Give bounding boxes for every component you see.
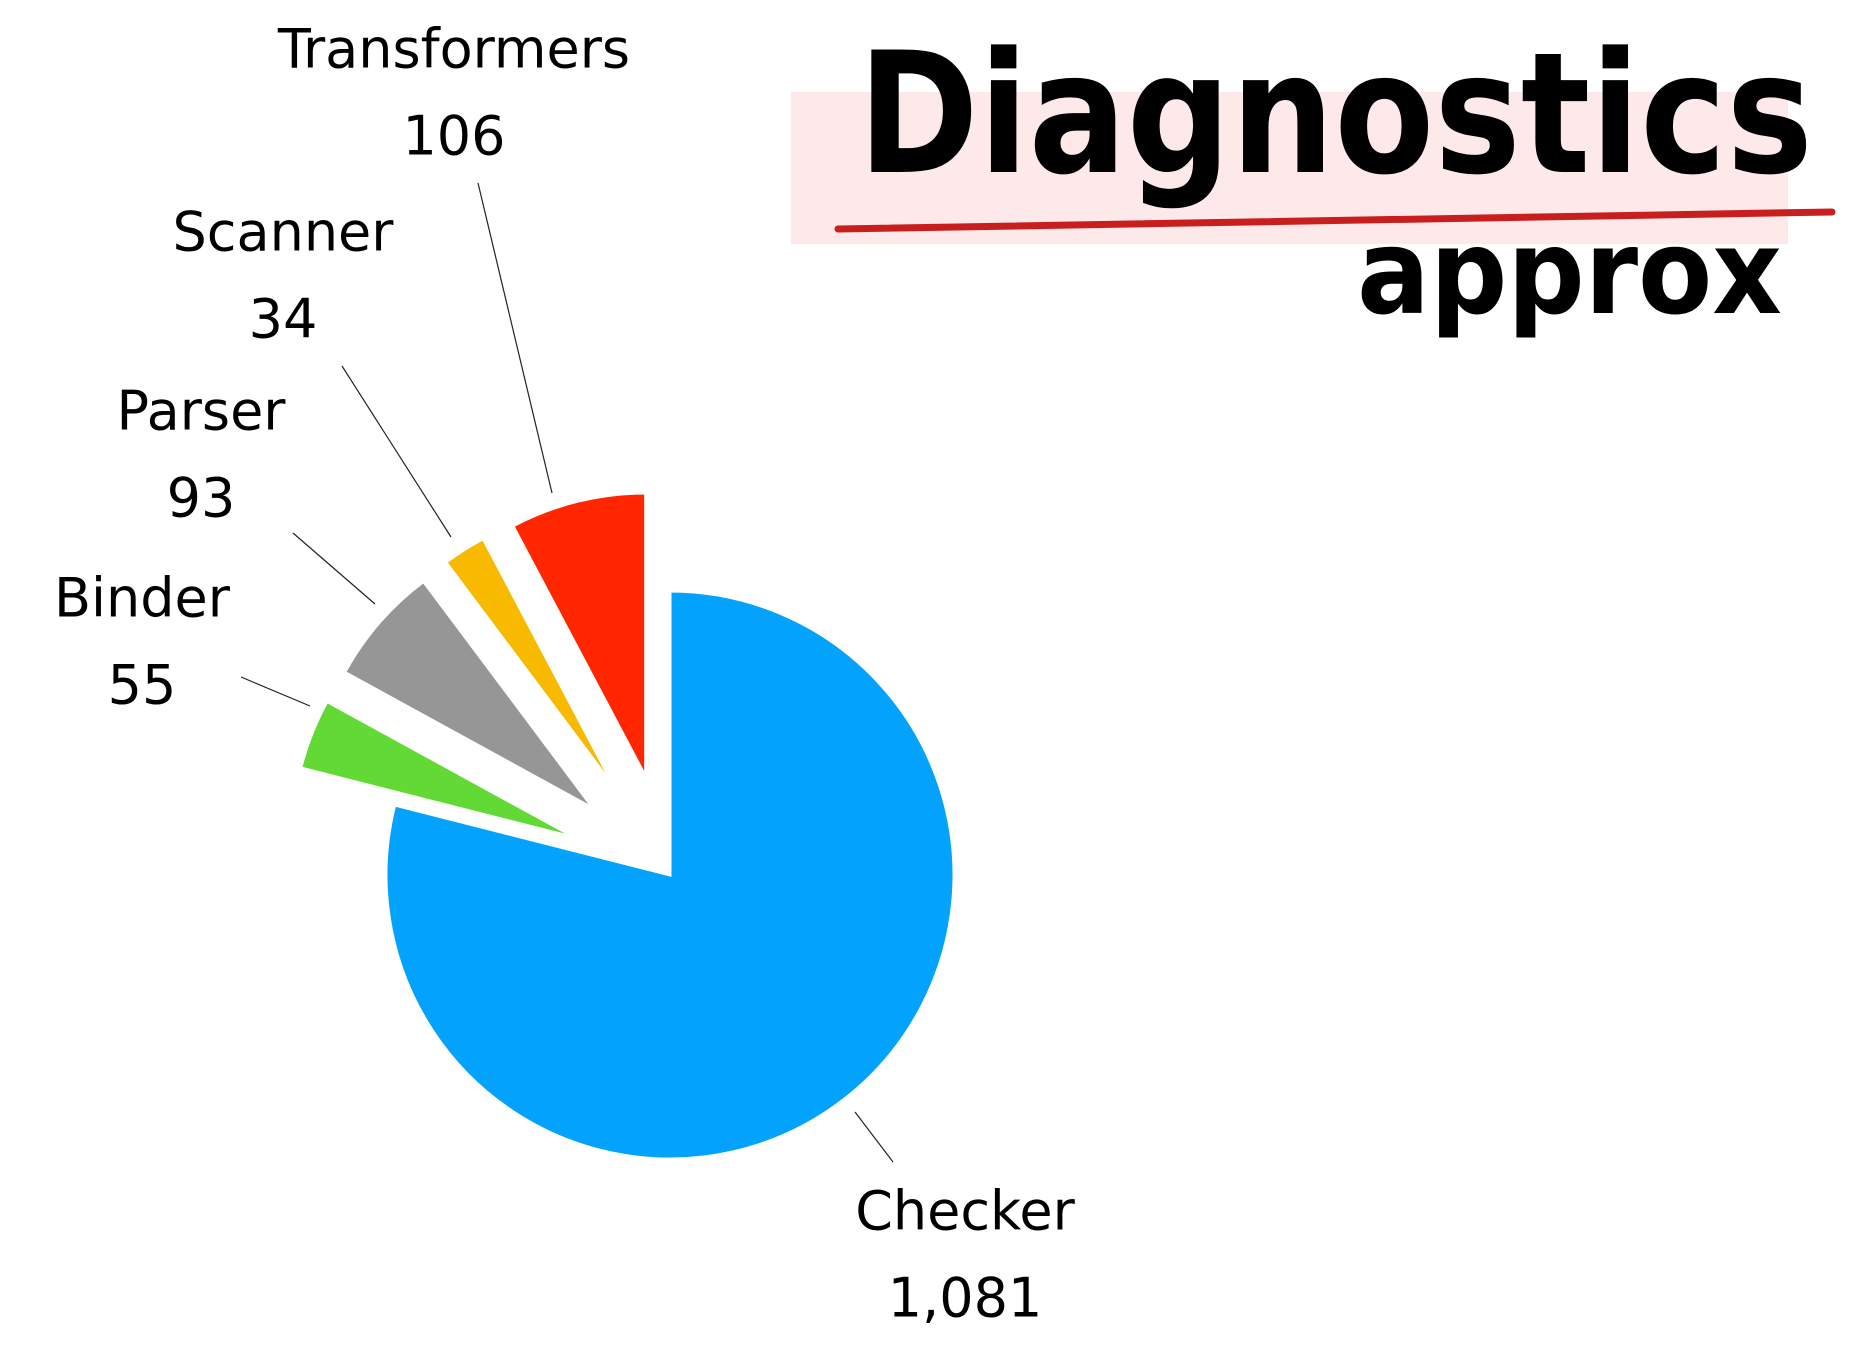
chart-title: Diagnostics [858, 16, 1813, 212]
pie-slice-binder [298, 699, 577, 840]
category-label-checker: Checker [855, 1180, 1075, 1243]
leader-line-transformers [477, 182, 553, 494]
leader-line-binder [240, 676, 311, 707]
value-label-transformers: 106 [402, 105, 505, 168]
leader-line-parser [292, 532, 376, 605]
category-label-transformers: Transformers [277, 18, 630, 81]
title-underline [834, 208, 1836, 233]
value-label-parser: 93 [167, 467, 236, 530]
pie-slice-parser [342, 579, 595, 811]
value-label-checker: 1,081 [888, 1267, 1043, 1330]
pie-slice-transformers [510, 491, 648, 778]
leader-line-scanner [341, 365, 452, 538]
leader-line-checker [854, 1111, 894, 1163]
value-label-binder: 55 [108, 654, 177, 717]
category-label-parser: Parser [117, 380, 287, 443]
pie-slice-scanner [443, 536, 618, 791]
category-label-scanner: Scanner [173, 201, 395, 264]
value-label-scanner: 34 [249, 288, 318, 351]
pie-slice-checker [384, 589, 956, 1161]
category-label-binder: Binder [54, 567, 231, 630]
chart-subtitle: approx [1357, 203, 1782, 341]
